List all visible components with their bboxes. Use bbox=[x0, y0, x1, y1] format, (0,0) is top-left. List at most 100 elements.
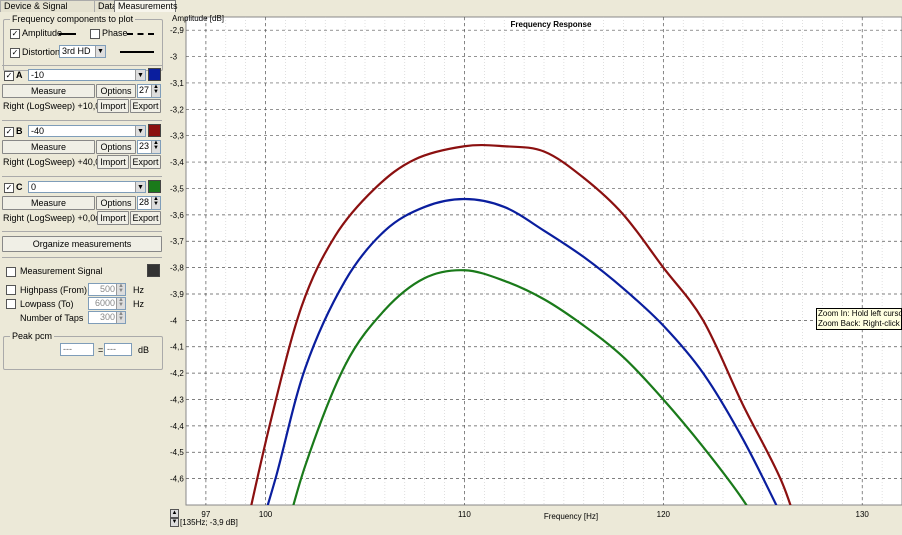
spin-arrows-icon[interactable]: ▲ ▼ bbox=[116, 283, 125, 295]
x-tick-label: 120 bbox=[657, 510, 671, 519]
phase-label: Phase bbox=[102, 28, 128, 38]
measurement-b-color-swatch[interactable] bbox=[148, 124, 161, 137]
taps-stepper[interactable]: 300 ▲ ▼ bbox=[88, 311, 126, 324]
measurement-b-options-button[interactable]: Options bbox=[96, 140, 136, 154]
x-tick-label: 100 bbox=[259, 510, 273, 519]
lowpass-unit: Hz bbox=[133, 299, 144, 309]
lowpass-label: Lowpass (To) bbox=[20, 299, 74, 309]
chevron-down-icon: ▼ bbox=[135, 182, 145, 192]
import-label: Import bbox=[100, 213, 126, 223]
lowpass-checkbox[interactable] bbox=[6, 299, 16, 309]
y-tick-label: -4,5 bbox=[170, 448, 184, 457]
measurement-a-taps-stepper[interactable]: 27 ▲ ▼ bbox=[137, 84, 161, 98]
scroll-down-icon[interactable]: ▼ bbox=[170, 518, 179, 527]
measurement-signal-color-swatch[interactable] bbox=[147, 264, 160, 277]
phase-line-sample bbox=[127, 33, 154, 35]
divider bbox=[2, 65, 162, 66]
measurement-signal-label: Measurement Signal bbox=[20, 266, 103, 276]
organize-measurements-button[interactable]: Organize measurements bbox=[2, 236, 162, 252]
measurement-a-options-button[interactable]: Options bbox=[96, 84, 136, 98]
peak-right-field[interactable]: --- bbox=[104, 343, 132, 356]
measurement-a-measure-button[interactable]: Measure bbox=[2, 84, 95, 98]
lowpass-value: 6000 bbox=[94, 298, 115, 308]
measurement-b-info: Right (LogSweep) +40,0dB bbox=[3, 157, 112, 167]
divider bbox=[2, 257, 162, 258]
amplitude-checkbox[interactable]: ✓ bbox=[10, 29, 20, 39]
chart-title: Frequency Response bbox=[511, 20, 592, 29]
spin-arrows-icon[interactable]: ▲ ▼ bbox=[151, 196, 160, 209]
measurement-b-name-dropdown[interactable]: -40 ▼ bbox=[28, 125, 146, 137]
highpass-checkbox[interactable] bbox=[6, 285, 16, 295]
left-panel: Frequency components to plot ✓ Amplitude… bbox=[0, 12, 167, 532]
measurement-c-measure-button[interactable]: Measure bbox=[2, 196, 95, 210]
measurement-a-import-button[interactable]: Import bbox=[97, 99, 129, 113]
tooltip-line: Zoom Back: Right-click bbox=[818, 319, 900, 328]
peak-left-field[interactable]: --- bbox=[60, 343, 94, 356]
chart-panel[interactable]: -2,9 -3 -3,1 -3,2 -3,3 -3,4 -3,5 -3,6 -3,7 -3,8 -3… bbox=[166, 12, 902, 532]
y-tick-label: -2,9 bbox=[170, 26, 184, 35]
measurement-a-checkbox[interactable]: ✓ bbox=[4, 71, 14, 81]
taps-value: 27 bbox=[139, 85, 150, 95]
measurement-b-import-button[interactable]: Import bbox=[97, 155, 129, 169]
y-tick-label: -3,7 bbox=[170, 237, 184, 246]
group-title: Peak pcm bbox=[10, 331, 55, 341]
divider bbox=[2, 231, 162, 232]
measurement-c-import-button[interactable]: Import bbox=[97, 211, 129, 225]
measurement-b-export-button[interactable]: Export bbox=[130, 155, 161, 169]
measurement-signal-checkbox[interactable] bbox=[6, 267, 16, 277]
distortion-line-sample bbox=[120, 51, 154, 53]
y-tick-label: -3,1 bbox=[170, 79, 184, 88]
measurement-c-options-button[interactable]: Options bbox=[96, 196, 136, 210]
measurement-c-export-button[interactable]: Export bbox=[130, 211, 161, 225]
y-tick-label: -4,6 bbox=[170, 475, 184, 484]
measurement-a-info: Right (LogSweep) +10,0dB bbox=[3, 101, 112, 111]
organize-label: Organize measurements bbox=[32, 239, 132, 249]
measurement-a-name-dropdown[interactable]: -10 ▼ bbox=[28, 69, 146, 81]
measurement-a-export-button[interactable]: Export bbox=[130, 99, 161, 113]
measurement-c-color-swatch[interactable] bbox=[148, 180, 161, 193]
import-label: Import bbox=[100, 101, 126, 111]
spin-arrows-icon[interactable]: ▲ ▼ bbox=[116, 311, 125, 323]
y-axis-label: Amplitude [dB] bbox=[172, 14, 224, 23]
series-line-2 bbox=[292, 269, 748, 505]
tab-measurements[interactable]: Measurements bbox=[114, 0, 178, 12]
distortion-checkbox[interactable]: ✓ bbox=[10, 48, 20, 58]
spin-arrows-icon[interactable]: ▲ ▼ bbox=[151, 140, 160, 153]
measurement-a-color-swatch[interactable] bbox=[148, 68, 161, 81]
spin-arrows-icon[interactable]: ▲ ▼ bbox=[116, 297, 125, 309]
distortion-dropdown[interactable]: 3rd HD ▼ bbox=[59, 45, 106, 58]
frequency-response-chart[interactable]: -2,9 -3 -3,1 -3,2 -3,3 -3,4 -3,5 -3,6 -3,7 -3,8 -3… bbox=[166, 12, 902, 532]
measure-label: Measure bbox=[30, 142, 66, 152]
spin-arrows-icon[interactable]: ▲ ▼ bbox=[151, 84, 160, 97]
y-tick-label: -4,1 bbox=[170, 343, 184, 352]
series-line-0 bbox=[250, 143, 792, 505]
y-tick-label: -3,8 bbox=[170, 264, 184, 273]
tab-label: Measurements bbox=[118, 1, 178, 11]
tab-label: Device & Signal bbox=[4, 1, 68, 11]
y-tick-label: -4,2 bbox=[170, 369, 184, 378]
measurement-b-measure-button[interactable]: Measure bbox=[2, 140, 95, 154]
chevron-down-icon: ▼ bbox=[95, 46, 105, 57]
y-tick-label: -3,6 bbox=[170, 211, 184, 220]
measurement-b-name: -40 bbox=[31, 126, 45, 136]
options-label: Options bbox=[100, 86, 132, 96]
highpass-stepper[interactable]: 500 ▲ ▼ bbox=[88, 283, 126, 296]
measurement-c-name-dropdown[interactable]: 0 ▼ bbox=[28, 181, 146, 193]
y-tick-label: -3,9 bbox=[170, 290, 184, 299]
y-tick-label: -4,4 bbox=[170, 422, 184, 431]
phase-checkbox[interactable] bbox=[90, 29, 100, 39]
export-label: Export bbox=[132, 101, 159, 111]
measurement-b-checkbox[interactable]: ✓ bbox=[4, 127, 14, 137]
measurement-b-taps-stepper[interactable]: 23 ▲ ▼ bbox=[137, 140, 161, 154]
divider bbox=[2, 120, 162, 121]
measurement-a-name: -10 bbox=[31, 70, 45, 80]
tab-device-signal[interactable]: Device & Signal bbox=[0, 0, 96, 12]
options-label: Options bbox=[100, 198, 132, 208]
measurement-c-taps-stepper[interactable]: 28 ▲ ▼ bbox=[137, 196, 161, 210]
measurement-c-checkbox[interactable]: ✓ bbox=[4, 183, 14, 193]
measurement-b-letter: B bbox=[16, 126, 23, 136]
scroll-up-icon[interactable]: ▲ bbox=[170, 509, 179, 518]
lowpass-stepper[interactable]: 6000 ▲ ▼ bbox=[88, 297, 126, 310]
peak-equals: = bbox=[98, 345, 104, 355]
peak-right-value: --- bbox=[107, 344, 116, 354]
